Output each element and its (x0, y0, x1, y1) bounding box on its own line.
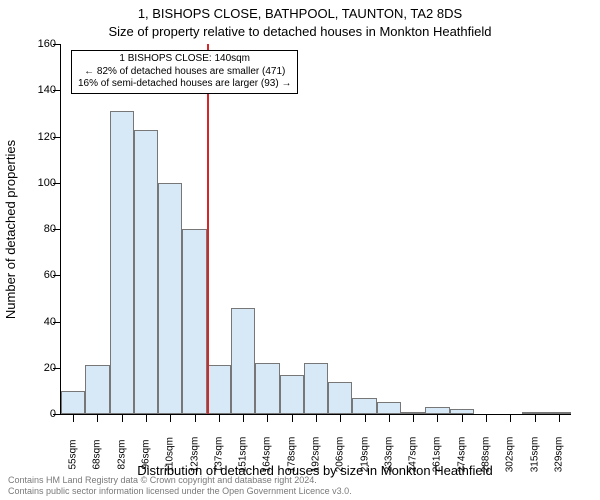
reference-line (207, 44, 209, 414)
x-tick (365, 414, 366, 422)
x-tick (267, 414, 268, 422)
x-tick (243, 414, 244, 422)
annotation-line-1: 1 BISHOPS CLOSE: 140sqm (78, 53, 291, 66)
x-tick (146, 414, 147, 422)
attribution-line-1: Contains HM Land Registry data © Crown c… (8, 475, 352, 485)
histogram-bar (255, 363, 279, 414)
x-tick (73, 414, 74, 422)
annotation-line-3: 16% of semi-detached houses are larger (… (78, 78, 291, 91)
attribution-line-2: Contains public sector information licen… (8, 486, 352, 496)
x-tick (316, 414, 317, 422)
y-tick-label: 20 (26, 362, 56, 374)
x-tick (292, 414, 293, 422)
y-tick-label: 120 (26, 131, 56, 143)
histogram-bar (425, 407, 449, 414)
y-tick-label: 160 (26, 38, 56, 50)
x-tick (486, 414, 487, 422)
histogram-bar (352, 398, 376, 414)
x-tick (462, 414, 463, 422)
histogram-bar (304, 363, 328, 414)
histogram-bar (182, 229, 206, 414)
histogram-bar (207, 365, 231, 414)
x-tick (389, 414, 390, 422)
y-tick-label: 80 (26, 223, 56, 235)
y-axis-label: Number of detached properties (2, 44, 20, 414)
histogram-bar (158, 183, 182, 414)
histogram-bar (61, 391, 85, 414)
annotation-line-2: ← 82% of detached houses are smaller (47… (78, 66, 291, 79)
x-tick (510, 414, 511, 422)
histogram-bar (377, 402, 401, 414)
y-tick-label: 140 (26, 84, 56, 96)
x-tick (340, 414, 341, 422)
y-tick-label: 0 (26, 408, 56, 420)
histogram-plot: 1 BISHOPS CLOSE: 140sqm ← 82% of detache… (60, 44, 571, 415)
page-subtitle: Size of property relative to detached ho… (0, 24, 600, 39)
histogram-bar (231, 308, 255, 414)
histogram-bar (110, 111, 134, 414)
x-tick (413, 414, 414, 422)
x-tick (535, 414, 536, 422)
annotation-box: 1 BISHOPS CLOSE: 140sqm ← 82% of detache… (71, 50, 298, 94)
histogram-bar (280, 375, 304, 414)
x-tick (195, 414, 196, 422)
y-tick-label: 40 (26, 316, 56, 328)
histogram-bar (328, 382, 352, 414)
attribution: Contains HM Land Registry data © Crown c… (8, 475, 352, 496)
y-tick-label: 60 (26, 269, 56, 281)
y-tick-label: 100 (26, 177, 56, 189)
x-tick (97, 414, 98, 422)
page-title: 1, BISHOPS CLOSE, BATHPOOL, TAUNTON, TA2… (0, 6, 600, 21)
x-tick (219, 414, 220, 422)
histogram-bar (134, 130, 158, 414)
x-tick (559, 414, 560, 422)
x-tick (170, 414, 171, 422)
x-tick (437, 414, 438, 422)
histogram-bar (85, 365, 109, 414)
x-tick (122, 414, 123, 422)
